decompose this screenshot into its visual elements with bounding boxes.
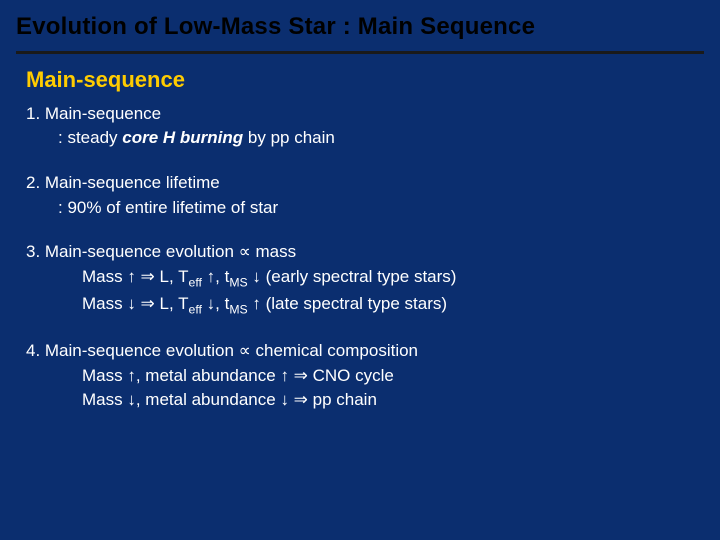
item-subline-2: Mass ↓ ⇒ L, Teff ↓, tMS ↑ (late spectral…: [26, 292, 694, 319]
item-subline-2: Mass ↓, metal abundance ↓ ⇒ pp chain: [26, 388, 694, 413]
slide: Evolution of Low-Mass Star : Main Sequen…: [0, 0, 720, 540]
list-item-4: 4. Main-sequence evolution ∝ chemical co…: [0, 339, 720, 413]
section-heading: Main-sequence: [0, 64, 720, 102]
item-number: 4. Main-sequence evolution ∝ chemical co…: [26, 339, 694, 364]
item-subline-1: Mass ↑ ⇒ L, Teff ↑, tMS ↓ (early spectra…: [26, 265, 694, 292]
sub-post: by pp chain: [243, 128, 335, 147]
sub-pre: : steady: [58, 128, 122, 147]
item-number: 3. Main-sequence evolution ∝ mass: [26, 240, 694, 265]
list-item-1: 1. Main-sequence : steady core H burning…: [0, 102, 720, 151]
item-subline: : steady core H burning by pp chain: [26, 126, 694, 151]
item-number: 2. Main-sequence lifetime: [26, 171, 694, 196]
title-rule: [16, 51, 704, 54]
item-number: 1. Main-sequence: [26, 102, 694, 127]
list-item-3: 3. Main-sequence evolution ∝ mass Mass ↑…: [0, 240, 720, 319]
sub-em: core H burning: [122, 128, 243, 147]
title-bar: Evolution of Low-Mass Star : Main Sequen…: [0, 0, 720, 45]
slide-title: Evolution of Low-Mass Star : Main Sequen…: [16, 10, 704, 45]
item-subline: : 90% of entire lifetime of star: [26, 196, 694, 221]
item-subline-1: Mass ↑, metal abundance ↑ ⇒ CNO cycle: [26, 364, 694, 389]
list-item-2: 2. Main-sequence lifetime : 90% of entir…: [0, 171, 720, 220]
